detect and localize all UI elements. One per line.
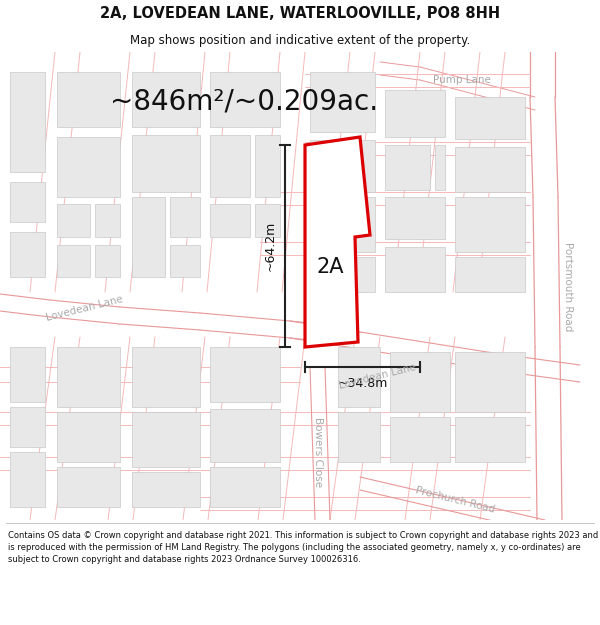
Text: Portsmouth Road: Portsmouth Road xyxy=(563,242,573,332)
Polygon shape xyxy=(390,417,450,462)
Polygon shape xyxy=(57,467,120,507)
Polygon shape xyxy=(57,245,90,277)
Polygon shape xyxy=(305,137,370,347)
Polygon shape xyxy=(210,204,250,237)
Polygon shape xyxy=(455,352,525,412)
Polygon shape xyxy=(310,140,375,192)
Polygon shape xyxy=(57,72,120,127)
Polygon shape xyxy=(455,97,525,139)
Polygon shape xyxy=(455,147,525,192)
Polygon shape xyxy=(310,197,375,252)
Text: Bowers Close: Bowers Close xyxy=(313,417,323,487)
Text: 2A: 2A xyxy=(316,257,344,277)
Polygon shape xyxy=(385,145,430,190)
Polygon shape xyxy=(390,352,450,412)
Polygon shape xyxy=(10,407,45,447)
Polygon shape xyxy=(255,135,280,197)
Polygon shape xyxy=(132,135,200,192)
Polygon shape xyxy=(210,72,280,127)
Polygon shape xyxy=(95,245,120,277)
Polygon shape xyxy=(210,135,250,197)
Polygon shape xyxy=(10,182,45,222)
Text: ~846m²/~0.209ac.: ~846m²/~0.209ac. xyxy=(110,88,378,116)
Polygon shape xyxy=(385,90,445,137)
Polygon shape xyxy=(57,137,120,197)
Polygon shape xyxy=(10,452,45,507)
Text: Prochurch Road: Prochurch Road xyxy=(415,485,496,515)
Text: Lovedean Lane: Lovedean Lane xyxy=(338,362,418,391)
Polygon shape xyxy=(10,72,45,172)
Polygon shape xyxy=(170,245,200,277)
Polygon shape xyxy=(57,347,120,407)
Polygon shape xyxy=(385,247,445,292)
Polygon shape xyxy=(210,409,280,462)
Polygon shape xyxy=(132,472,200,507)
Text: 2A, LOVEDEAN LANE, WATERLOOVILLE, PO8 8HH: 2A, LOVEDEAN LANE, WATERLOOVILLE, PO8 8H… xyxy=(100,6,500,21)
Polygon shape xyxy=(455,197,525,252)
Polygon shape xyxy=(132,412,200,467)
Text: Lovedean Lane: Lovedean Lane xyxy=(46,294,124,323)
Polygon shape xyxy=(310,257,375,292)
Polygon shape xyxy=(210,347,280,402)
Polygon shape xyxy=(435,145,445,190)
Polygon shape xyxy=(338,347,380,407)
Text: ~34.8m: ~34.8m xyxy=(337,377,388,390)
Text: Pump Lane: Pump Lane xyxy=(433,75,491,85)
Polygon shape xyxy=(132,347,200,407)
Polygon shape xyxy=(10,232,45,277)
Polygon shape xyxy=(132,197,165,277)
Polygon shape xyxy=(338,412,380,462)
Polygon shape xyxy=(210,467,280,507)
Polygon shape xyxy=(455,257,525,292)
Polygon shape xyxy=(385,197,445,239)
Polygon shape xyxy=(132,72,200,127)
Polygon shape xyxy=(310,72,375,132)
Text: ~64.2m: ~64.2m xyxy=(264,221,277,271)
Polygon shape xyxy=(455,417,525,462)
Polygon shape xyxy=(57,412,120,462)
Polygon shape xyxy=(57,204,90,237)
Text: Map shows position and indicative extent of the property.: Map shows position and indicative extent… xyxy=(130,34,470,47)
Polygon shape xyxy=(255,204,280,237)
Polygon shape xyxy=(95,204,120,237)
Polygon shape xyxy=(10,347,45,402)
Polygon shape xyxy=(170,197,200,237)
Text: Contains OS data © Crown copyright and database right 2021. This information is : Contains OS data © Crown copyright and d… xyxy=(8,531,598,564)
